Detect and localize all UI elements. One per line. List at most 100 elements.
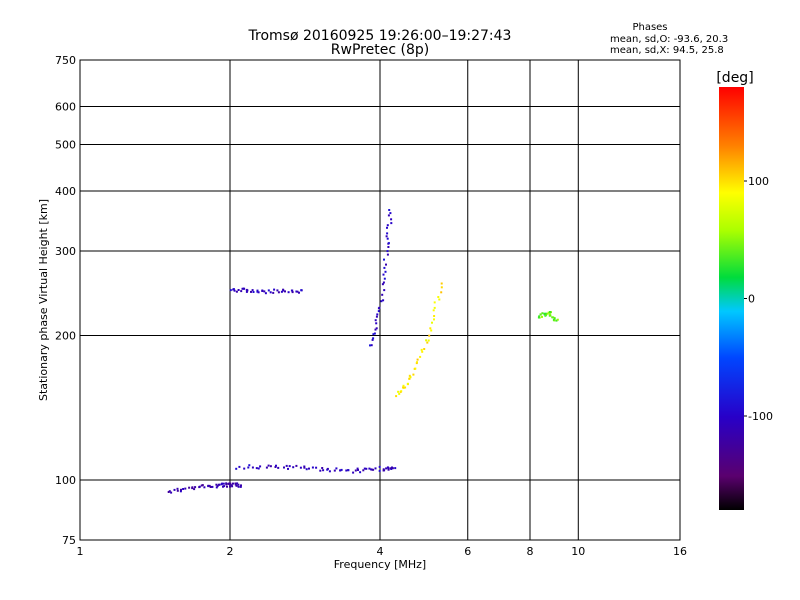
data-point	[356, 467, 359, 470]
data-point	[381, 293, 384, 296]
data-point	[375, 322, 378, 325]
data-point	[385, 467, 388, 470]
y-tick-label: 400	[55, 185, 76, 198]
colorbar-tick-label: -100	[748, 410, 773, 423]
data-point	[230, 484, 233, 487]
y-axis-label: Stationary phase Virtual Height [km]	[37, 199, 50, 401]
colorbar-tick-label: 100	[748, 175, 769, 188]
data-point	[394, 467, 397, 470]
y-tick-label: 500	[55, 139, 76, 152]
data-point	[234, 483, 237, 486]
data-point	[387, 246, 390, 248]
data-point	[275, 464, 277, 467]
data-point	[256, 290, 259, 293]
colorbar-label: [deg]	[716, 70, 753, 86]
x-tick-label: 10	[571, 545, 585, 558]
data-point	[426, 341, 429, 344]
data-point	[384, 270, 387, 273]
data-point	[429, 327, 432, 330]
data-point	[298, 291, 300, 294]
data-point	[553, 317, 556, 320]
data-point	[263, 290, 266, 293]
data-point	[408, 377, 411, 380]
data-point	[391, 467, 394, 470]
data-point	[382, 273, 385, 276]
data-point	[365, 467, 368, 470]
data-point	[430, 329, 433, 332]
data-point	[388, 209, 391, 211]
data-point	[378, 306, 381, 309]
data-point	[305, 468, 308, 471]
data-point	[238, 465, 241, 468]
colorbar-tick-label: 0	[748, 293, 755, 306]
data-point	[386, 253, 389, 256]
data-point	[438, 298, 441, 301]
data-point	[402, 386, 405, 389]
data-point	[237, 289, 240, 291]
data-point	[176, 487, 179, 490]
data-point	[201, 484, 204, 487]
data-point	[273, 288, 276, 291]
data-point	[223, 485, 226, 488]
data-point	[193, 488, 196, 491]
data-point	[208, 484, 211, 487]
data-point	[198, 485, 201, 488]
data-point	[440, 286, 443, 289]
data-point	[543, 312, 546, 315]
data-point	[236, 482, 239, 485]
data-point	[416, 358, 419, 361]
colorbar: 100 0 -100	[719, 87, 773, 510]
x-tick-label: 2	[227, 545, 234, 558]
data-point	[272, 291, 275, 294]
data-point	[433, 301, 436, 304]
data-point	[386, 226, 388, 229]
x-tick-label: 16	[673, 545, 687, 558]
data-point	[387, 468, 390, 471]
data-point	[547, 311, 550, 314]
data-point	[376, 313, 379, 316]
data-point	[215, 486, 218, 489]
data-point	[387, 242, 390, 245]
data-point	[545, 314, 548, 316]
data-point	[385, 263, 387, 266]
data-point	[303, 466, 306, 469]
data-point	[319, 469, 322, 472]
data-point	[372, 337, 375, 340]
data-point	[383, 289, 386, 292]
data-point	[362, 469, 365, 472]
data-point	[385, 235, 388, 238]
colorbar-gradient	[719, 87, 744, 510]
data-point	[381, 283, 384, 286]
data-point	[322, 469, 325, 472]
data-point	[184, 487, 187, 490]
data-point	[257, 291, 260, 294]
data-point	[176, 489, 179, 492]
data-point	[241, 287, 244, 290]
data-point	[255, 467, 258, 470]
data-point	[233, 289, 236, 292]
data-point	[295, 290, 298, 293]
data-point	[548, 314, 551, 317]
data-point	[311, 466, 314, 469]
data-point	[315, 466, 318, 469]
data-point	[167, 491, 170, 493]
data-point	[269, 465, 272, 468]
data-point	[243, 467, 246, 470]
data-point	[221, 482, 224, 485]
data-point	[250, 290, 252, 293]
data-point	[370, 344, 373, 347]
data-point	[235, 290, 238, 293]
data-point	[229, 289, 232, 292]
data-point	[245, 290, 248, 293]
data-point	[179, 490, 182, 493]
data-point	[374, 328, 377, 331]
data-point	[389, 467, 392, 470]
data-point	[354, 469, 357, 472]
data-point	[414, 367, 417, 370]
chart-subtitle: RwPretec (8p)	[331, 42, 429, 58]
data-point	[404, 386, 407, 389]
data-point	[427, 339, 430, 342]
data-point	[387, 466, 390, 469]
data-point	[285, 464, 288, 467]
data-point	[321, 467, 324, 469]
